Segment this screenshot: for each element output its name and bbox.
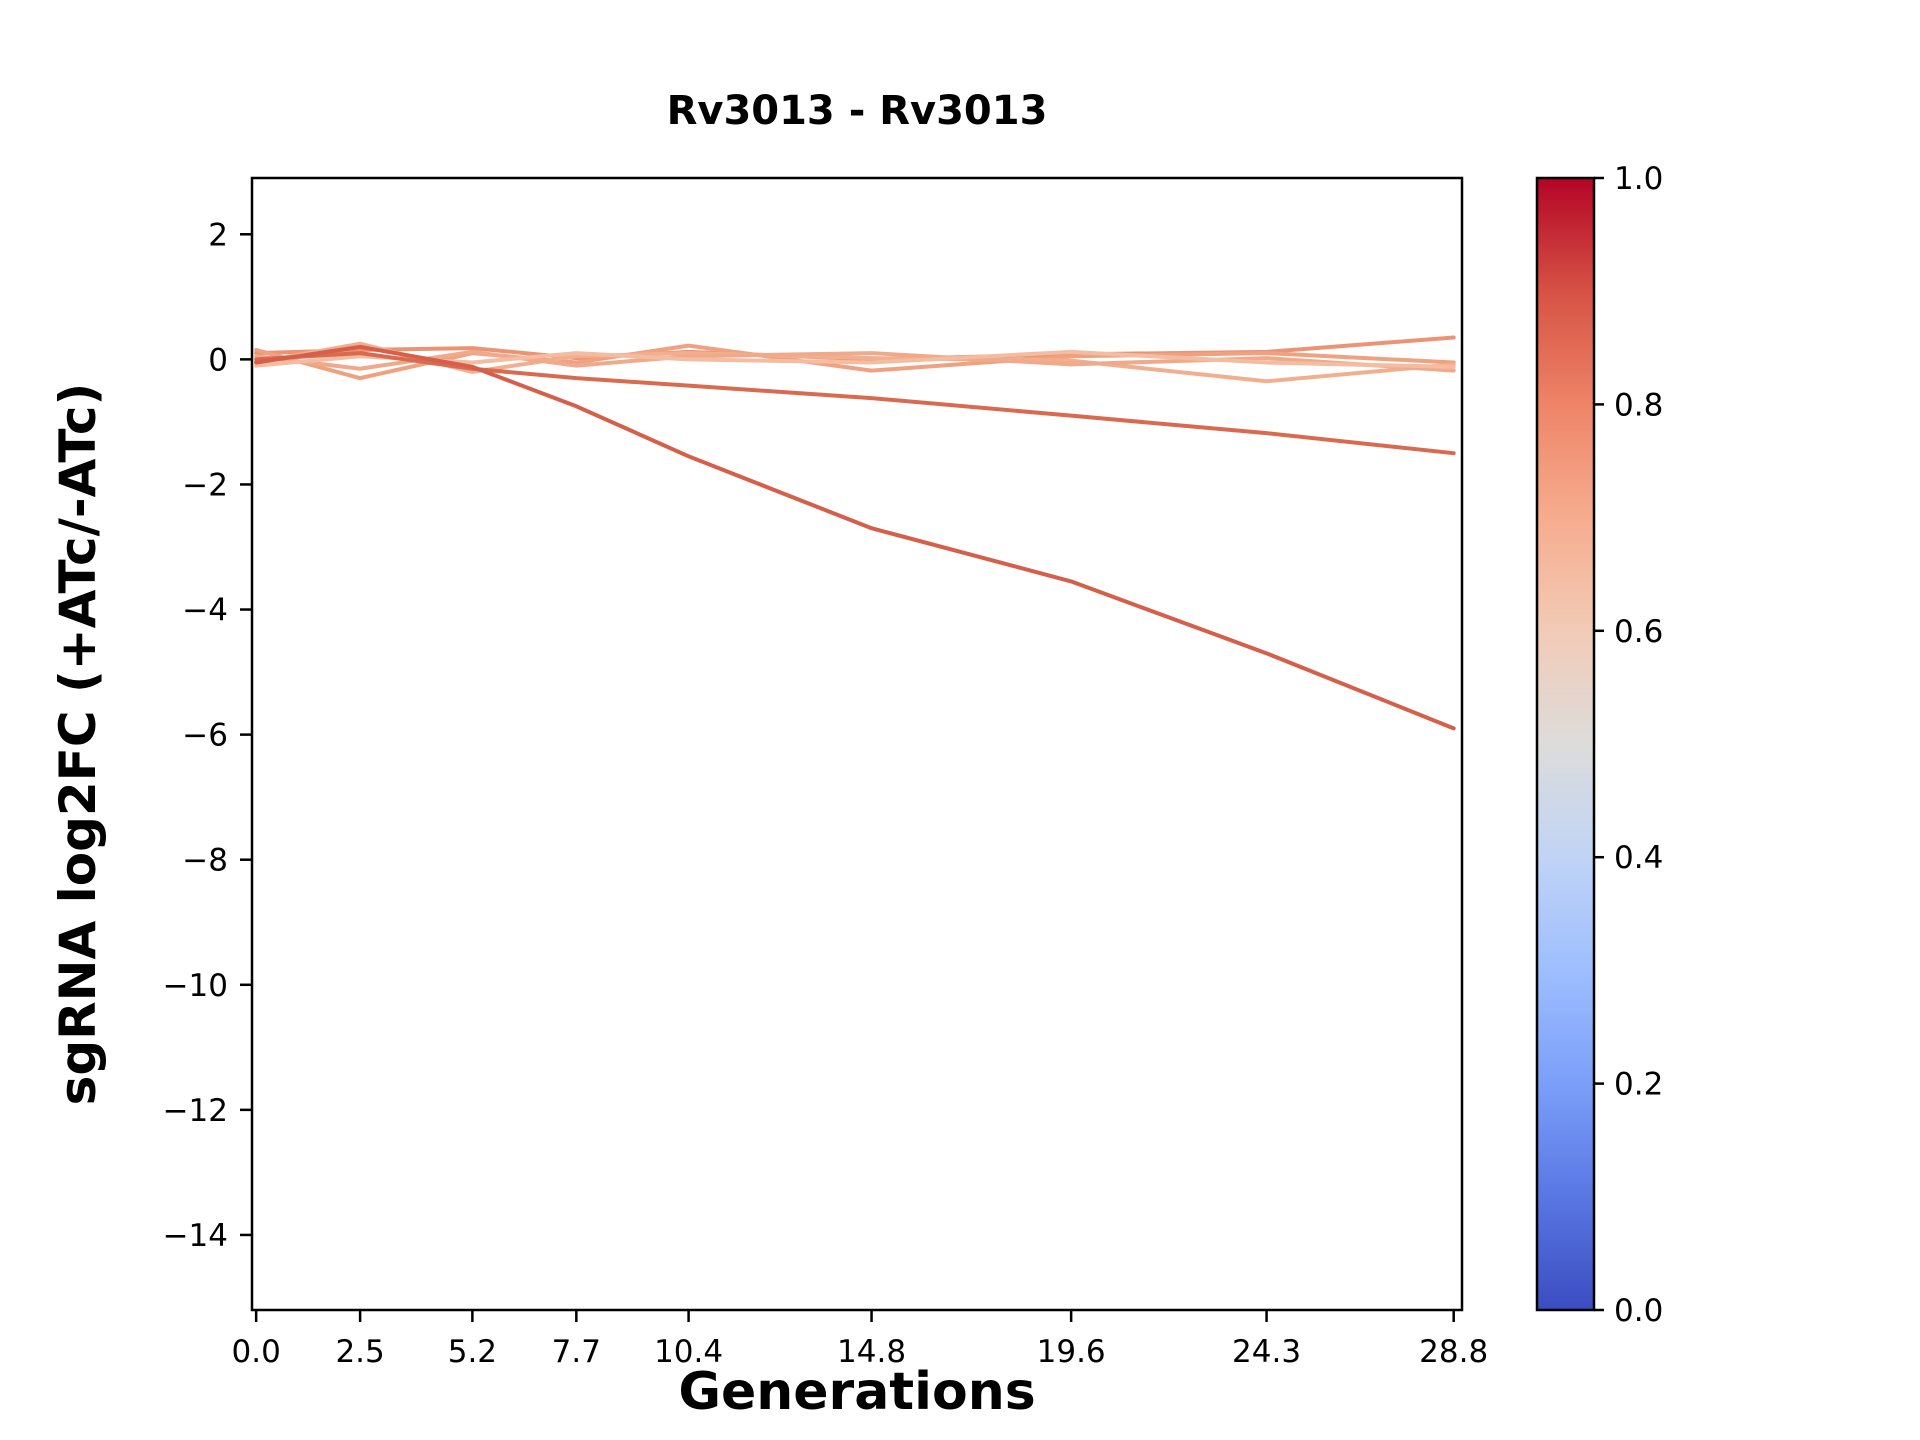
- y-tick-label: −14: [163, 1218, 228, 1254]
- colorbar-tick-label: 1.0: [1614, 161, 1663, 197]
- y-tick-label: −12: [163, 1093, 228, 1129]
- x-axis-label: Generations: [678, 1362, 1036, 1422]
- series-line-sgRNA-1: [254, 344, 1456, 731]
- x-tick-label: 24.3: [1232, 1334, 1301, 1370]
- x-tick-label: 28.8: [1419, 1334, 1488, 1370]
- y-tick-label: −6: [182, 718, 228, 754]
- y-tick-label: 0: [208, 342, 228, 378]
- series-line-sgRNA-2: [254, 351, 1456, 456]
- y-tick-label: −2: [182, 467, 228, 503]
- y-tick-label: −8: [182, 843, 228, 879]
- colorbar-tick-label: 0.0: [1614, 1293, 1663, 1329]
- colorbar-gradient: [1537, 178, 1594, 1310]
- y-axis-label: sgRNA log2FC (+ATc/-ATc): [49, 382, 107, 1106]
- x-tick-label: 10.4: [654, 1334, 723, 1370]
- colorbar-tick-label: 0.6: [1614, 614, 1663, 650]
- colorbar-tick-label: 0.2: [1614, 1067, 1663, 1103]
- x-tick-label: 5.2: [448, 1334, 497, 1370]
- x-tick-label: 19.6: [1037, 1334, 1106, 1370]
- y-tick-label: −10: [163, 968, 228, 1004]
- colorbar-tick-label: 0.8: [1614, 387, 1663, 423]
- chart-title: Rv3013 - Rv3013: [666, 88, 1048, 134]
- x-tick-label: 2.5: [335, 1334, 384, 1370]
- y-tick-label: −4: [182, 593, 228, 629]
- y-tick-label: 2: [208, 217, 228, 253]
- x-tick-label: 7.7: [552, 1334, 601, 1370]
- colorbar-border: [1535, 176, 1596, 1312]
- colorbar-tick-label: 0.4: [1614, 840, 1663, 876]
- x-tick-label: 14.8: [837, 1334, 906, 1370]
- x-tick-label: 0.0: [232, 1334, 281, 1370]
- series-line-sgRNA-4: [254, 343, 1456, 381]
- axes-spines: [250, 176, 1464, 1312]
